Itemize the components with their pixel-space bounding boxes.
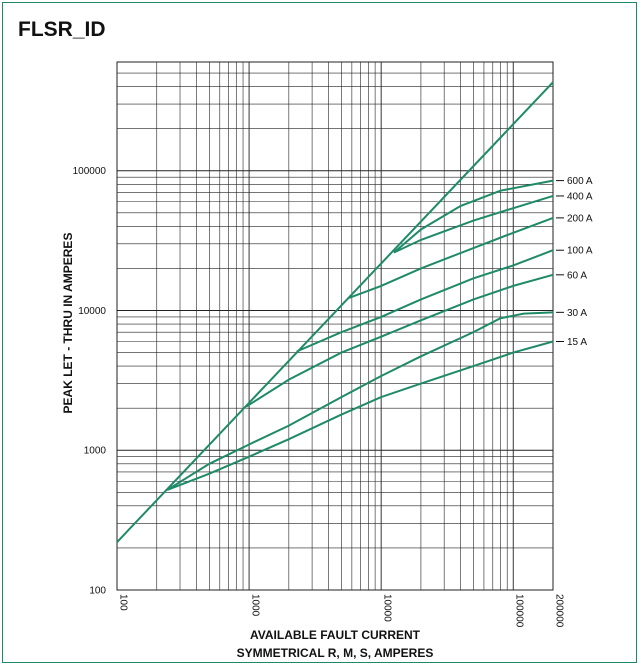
series-label: 200 A xyxy=(567,213,593,224)
series-group xyxy=(117,82,553,542)
x-tick-label: 100 xyxy=(118,594,129,611)
series-label: 15 A xyxy=(567,337,587,348)
series-label: 30 A xyxy=(567,308,587,319)
y-tick-label: 10000 xyxy=(78,306,106,317)
tick-labels: 100 1000 10000 100000 100 1000 10000 100000 2000… xyxy=(73,166,565,628)
y-axis-label: PEAK LET - THRU IN AMPERES xyxy=(61,233,75,414)
reference-line xyxy=(117,82,553,542)
x-tick-label: 10000 xyxy=(382,594,393,622)
y-tick-label: 100 xyxy=(89,586,106,597)
y-tick-label: 1000 xyxy=(84,446,107,457)
x-tick-label: 1000 xyxy=(250,594,261,617)
x-axis-label-line2: SYMMETRICAL R, M, S, AMPERES xyxy=(237,646,434,660)
x-tick-label: 100000 xyxy=(514,594,525,628)
series-label: 60 A xyxy=(567,270,587,281)
grid xyxy=(117,62,553,590)
plot-border xyxy=(117,62,553,590)
x-tick-label: 200000 xyxy=(554,594,565,628)
x-axis-label-line1: AVAILABLE FAULT CURRENT xyxy=(250,628,421,642)
y-tick-label: 100000 xyxy=(73,166,107,177)
series-label: 100 A xyxy=(567,246,593,257)
series-line xyxy=(297,250,553,351)
series-line xyxy=(167,342,553,490)
series-line xyxy=(167,312,553,490)
series-label: 400 A xyxy=(567,191,593,202)
series-label: 600 A xyxy=(567,176,593,187)
curve-labels: 600 A 400 A 200 A 100 A 60 A 30 A 15 A xyxy=(556,176,593,348)
